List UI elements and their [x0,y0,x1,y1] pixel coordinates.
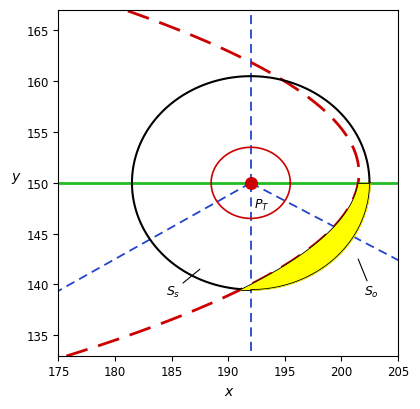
Point [247,180,254,187]
X-axis label: x: x [224,384,232,398]
Text: $P_T$: $P_T$ [254,198,270,213]
Text: $S_s$: $S_s$ [166,270,200,299]
Y-axis label: y: y [11,169,19,183]
Text: $S_o$: $S_o$ [358,259,379,299]
